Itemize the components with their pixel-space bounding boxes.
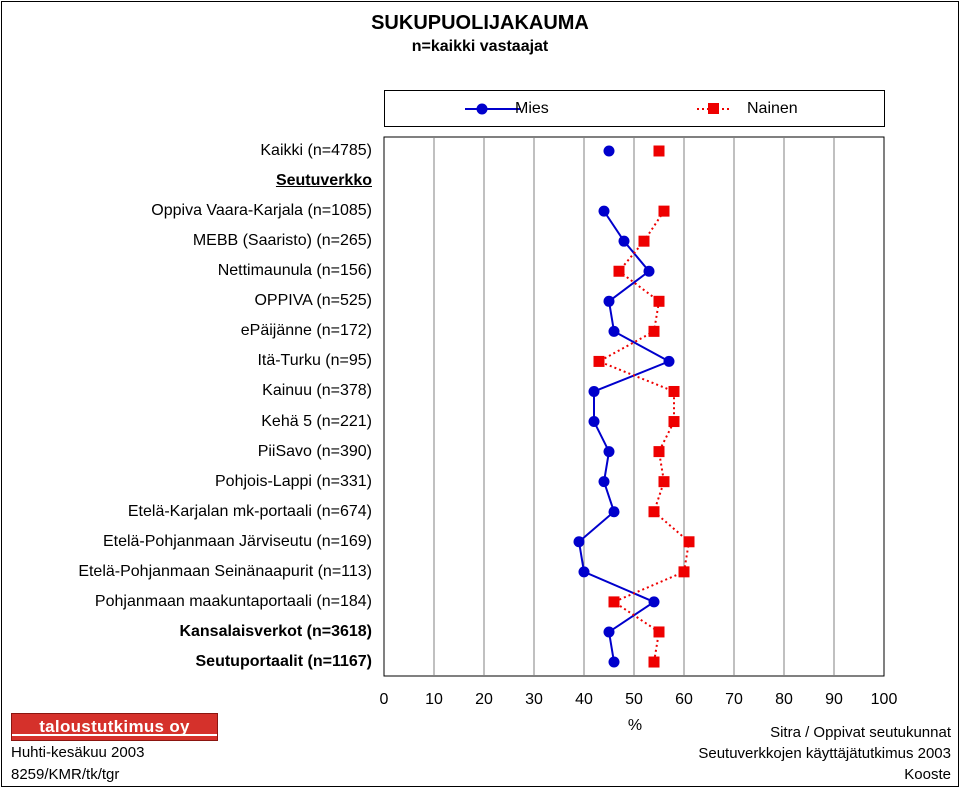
x-tick-20: 20 [475,691,493,708]
category-label: Kaikki (n=4785) [260,142,372,159]
legend: Mies Nainen [384,90,885,127]
x-tick-10: 10 [425,691,443,708]
point-nainen [683,536,695,548]
category-label: Itä-Turku (n=95) [257,352,372,370]
point-mies [603,446,615,458]
point-nainen [653,446,665,458]
point-nainen [648,325,660,337]
point-nainen [658,476,670,488]
point-mies [598,205,610,217]
legend-nainen-marker [708,103,719,114]
point-mies [603,145,615,157]
x-tick-70: 70 [725,691,743,708]
point-nainen [653,295,665,307]
point-mies [603,626,615,638]
x-tick-30: 30 [525,691,543,708]
x-tick-40: 40 [575,691,593,708]
point-nainen [668,385,680,397]
footer-client: Sitra / Oppivat seutukunnat [770,724,951,741]
point-nainen [653,626,665,638]
point-nainen [613,265,625,277]
category-label: Kansalaisverkot (n=3618) [179,622,372,640]
x-axis-label: % [627,717,643,734]
point-nainen [668,416,680,428]
category-label: Pohjois-Lappi (n=331) [215,472,372,490]
category-label: PiiSavo (n=390) [257,442,372,460]
point-mies [608,506,620,518]
footer-study: Seutuverkkojen käyttäjätutkimus 2003 [698,745,951,762]
legend-markers [465,103,731,115]
point-mies [643,265,655,277]
x-tick-50: 50 [625,691,643,708]
category-label: Kehä 5 (n=221) [261,412,372,430]
footer-date: Huhti-kesäkuu 2003 [11,744,145,761]
category-label: Seutuverkko [275,172,372,190]
point-mies [588,416,600,428]
x-tick-90: 90 [825,691,843,708]
point-mies [608,325,620,337]
chart-subtitle: n=kaikki vastaajat [411,38,549,55]
x-tick-0: 0 [379,691,389,708]
footer-summary: Kooste [904,766,951,783]
point-mies [578,566,590,578]
x-tick-60: 60 [675,691,693,708]
point-nainen [658,205,670,217]
point-nainen [638,235,650,247]
point-nainen [648,506,660,518]
series-mies-line [577,210,672,663]
category-label: Oppiva Vaara-Karjala (n=1085) [151,202,372,220]
logo-text: taloustutkimus oy [39,717,190,736]
point-mies [608,656,620,668]
legend-mies-label: Mies [515,100,549,117]
company-logo: taloustutkimus oy [11,713,218,741]
point-mies [648,596,660,608]
category-label: Seutuportaalit (n=1167) [195,653,373,671]
point-mies [603,295,615,307]
category-label: ePäijänne (n=172) [240,322,372,340]
point-nainen [593,355,605,367]
category-label: Etelä-Karjalan mk-portaali (n=674) [127,502,372,520]
chart-title: SUKUPUOLIJAKAUMA [371,12,589,34]
category-label: OPPIVA (n=525) [254,292,372,310]
legend-nainen-label: Nainen [747,100,798,117]
footer-code: 8259/KMR/tk/tgr [11,766,120,783]
point-mies [588,385,600,397]
point-nainen [653,145,665,157]
category-label: Pohjanmaan maakuntaportaali (n=184) [94,592,372,610]
category-label: Kainuu (n=378) [262,382,372,400]
legend-mies-marker [476,103,488,115]
point-nainen [608,596,620,608]
point-nainen [678,566,690,578]
x-tick-100: 100 [870,691,898,708]
point-mies [573,536,585,548]
x-tick-80: 80 [775,691,793,708]
category-label: Etelä-Pohjanmaan Seinänaapurit (n=113) [78,562,372,580]
point-mies [618,235,630,247]
category-label: Etelä-Pohjanmaan Järviseutu (n=169) [102,532,372,550]
point-mies [663,355,675,367]
point-nainen [648,656,660,668]
category-label: Nettimaunula (n=156) [217,262,372,280]
point-mies [598,476,610,488]
series-nainen-line [596,210,691,663]
category-label: MEBB (Saaristo) (n=265) [192,232,372,250]
